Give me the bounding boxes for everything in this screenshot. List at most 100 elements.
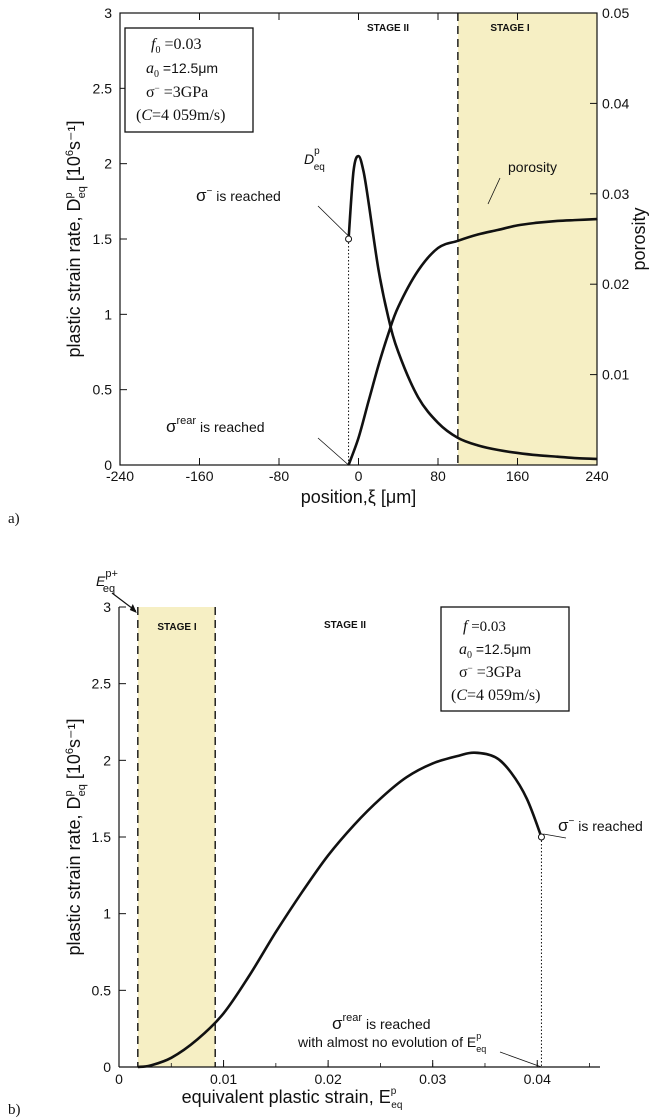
x-tick-label: 0.02 — [315, 1071, 342, 1087]
annotation-leader — [487, 177, 501, 205]
panel-label: b) — [8, 1102, 21, 1118]
data-point-strain-rate — [149, 1064, 151, 1067]
data-point-porosity — [556, 220, 558, 222]
annotation-no-evolution: with almost no evolution of Ep eq — [297, 1031, 486, 1054]
data-point-porosity — [417, 270, 419, 272]
y-tick-label: 0.5 — [93, 382, 113, 398]
annotation-leader — [543, 833, 567, 839]
y-tick-label: 2 — [103, 752, 111, 768]
data-point-strain-rate — [397, 351, 399, 353]
data-point-strain-rate — [473, 752, 476, 754]
parameter-box — [124, 27, 254, 133]
chart-panel-a: -240 -160 -80 0 80 160 240 0 0.5 1 1.5 2 2.5 3 0.01 0.0… — [8, 5, 649, 527]
data-point-porosity — [397, 306, 399, 308]
y2-tick-label: 0.02 — [602, 276, 629, 292]
stage-region-1 — [457, 13, 597, 465]
data-point-strain-rate — [327, 854, 329, 857]
x-tick-label: -240 — [106, 468, 134, 484]
y-tick-label: 1 — [104, 306, 112, 322]
y2-tick-label: 0.04 — [602, 95, 629, 111]
data-point-porosity — [437, 247, 439, 249]
x-tick-label: 0 — [115, 1071, 123, 1087]
stage-label: STAGE II — [324, 620, 366, 631]
stage-label: STAGE II — [367, 23, 409, 34]
data-point-strain-rate — [417, 396, 419, 398]
param-a0: a0 =12.5μm — [146, 60, 218, 80]
annotation-sigma-rear: σrear is reached — [332, 1012, 431, 1033]
annotation-leader — [317, 205, 349, 237]
data-point-strain-rate — [377, 268, 379, 270]
data-point-porosity — [367, 401, 370, 403]
param-f0: f =0.03 — [463, 618, 506, 635]
data-point-strain-rate — [137, 1066, 139, 1068]
stage-region-0 — [137, 607, 216, 1067]
data-point-porosity — [516, 224, 519, 227]
data-point-strain-rate — [516, 452, 519, 454]
data-point-porosity — [377, 364, 379, 367]
param-f0: f0 =0.03 — [151, 36, 201, 56]
param-sigma: σ− =3GPa — [459, 663, 521, 681]
y2-axis-label: porosity — [629, 207, 649, 270]
data-point-strain-rate — [494, 756, 497, 758]
annotation-sigma-reached: σ− is reached — [196, 186, 281, 205]
arrow-head — [129, 604, 137, 613]
data-point-porosity — [497, 229, 499, 231]
data-point-porosity — [477, 233, 479, 236]
y-tick-label: 2.5 — [93, 80, 113, 96]
x-tick-label: 0.04 — [524, 1071, 551, 1087]
data-point-strain-rate — [196, 1038, 199, 1040]
param-a0: a0 =12.5μm — [459, 641, 531, 661]
data-point-strain-rate — [367, 200, 370, 202]
x-tick-label: -160 — [185, 468, 213, 484]
x-tick-label: -80 — [269, 468, 289, 484]
x-tick-label: 0.03 — [419, 1071, 446, 1087]
data-point-strain-rate — [457, 437, 459, 439]
annotation-leader — [499, 1051, 542, 1068]
data-point-strain-rate — [458, 755, 460, 757]
param-wave-speed: (C=4 059m/s) — [451, 687, 540, 704]
data-point-strain-rate — [387, 316, 389, 318]
data-point-strain-rate — [357, 155, 360, 157]
annotation-leader — [317, 437, 349, 466]
data-point-strain-rate — [222, 1012, 225, 1014]
data-point-porosity — [536, 222, 538, 224]
annotation-sigma-reached: σ− is reached — [558, 816, 643, 835]
data-point-strain-rate — [353, 824, 355, 826]
data-point-strain-rate — [556, 456, 558, 458]
y-tick-label: 3 — [104, 5, 112, 21]
param-sigma: σ− =3GPa — [146, 83, 208, 101]
y-tick-label: 1.5 — [92, 829, 112, 845]
data-point-strain-rate — [352, 170, 355, 172]
data-point-strain-rate — [536, 454, 538, 456]
data-point-porosity — [457, 240, 459, 242]
y-tick-label: 1 — [103, 906, 111, 922]
data-point-strain-rate — [526, 798, 528, 800]
series-line-strain-rate — [347, 154, 598, 461]
y2-tick-label: 0.01 — [602, 367, 629, 383]
y-axis-label: plastic strain rate, Dpeq [106s⁻¹] — [63, 718, 88, 955]
data-point-porosity — [576, 219, 578, 221]
chart-panel-b: 0 0.01 0.02 0.03 0.04 0 0.5 1 1.5 2 2.5 3 equivalent… — [8, 568, 643, 1118]
y2-tick-label: 0.05 — [602, 5, 629, 21]
annotation-e-plus: Ep+ eq — [96, 568, 118, 595]
data-point-porosity — [387, 333, 389, 335]
x-tick-label: 240 — [585, 468, 609, 484]
x-tick-label: 80 — [430, 468, 446, 484]
annotation-sigma-rear: σrear is reached — [166, 415, 265, 436]
y-tick-label: 0 — [104, 457, 112, 473]
data-point-porosity — [357, 437, 360, 439]
x-tick-label: 0.01 — [210, 1071, 237, 1087]
data-point-strain-rate — [405, 776, 408, 778]
data-point-porosity — [596, 218, 598, 220]
data-point-strain-rate — [437, 422, 439, 424]
data-point-strain-rate — [576, 457, 578, 459]
x-tick-label: 0 — [355, 468, 363, 484]
data-point-strain-rate — [362, 170, 365, 172]
x-axis-label: position,ξ [μm] — [301, 487, 416, 507]
y-tick-label: 0 — [103, 1059, 111, 1075]
data-point-strain-rate — [497, 449, 499, 451]
data-point-strain-rate — [301, 891, 303, 893]
y-tick-label: 2 — [104, 156, 112, 172]
y-tick-label: 3 — [103, 599, 111, 615]
